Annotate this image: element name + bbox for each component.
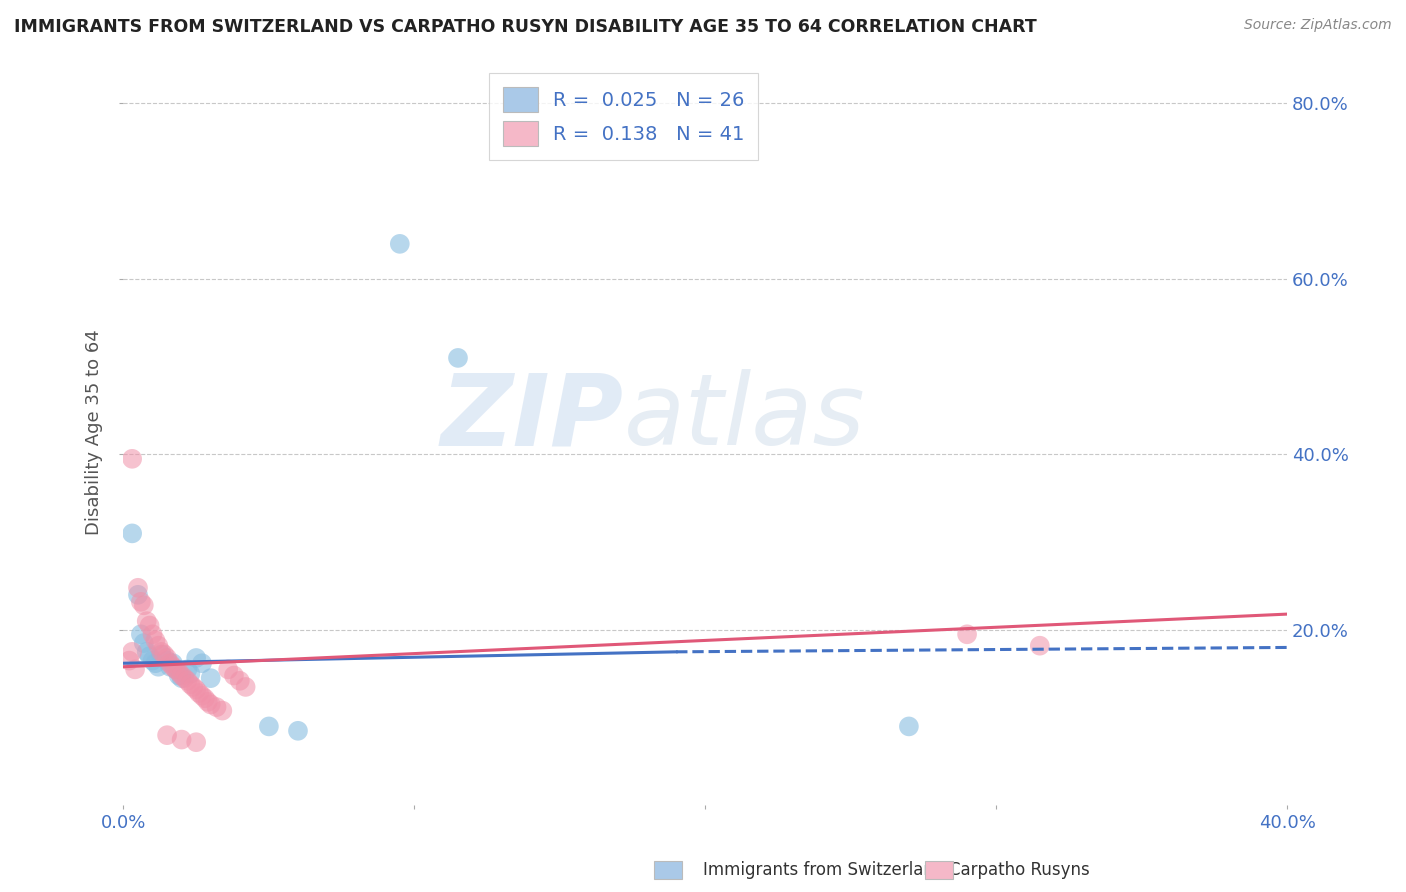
Y-axis label: Disability Age 35 to 64: Disability Age 35 to 64 (86, 330, 103, 535)
Point (388, 236, 411, 251)
Text: ZIP: ZIP (441, 369, 624, 467)
Point (217, 662, 239, 676)
Point (159, 659, 181, 673)
Text: IMMIGRANTS FROM SWITZERLAND VS CARPATHO RUSYN DISABILITY AGE 35 TO 64 CORRELATIO: IMMIGRANTS FROM SWITZERLAND VS CARPATHO … (14, 18, 1036, 36)
Point (186, 651, 208, 665)
Point (118, 654, 141, 668)
Point (145, 633, 167, 648)
Point (229, 673, 252, 688)
Point (1029, 639, 1052, 653)
Point (257, 719, 280, 733)
Point (170, 671, 193, 685)
Point (222, 668, 245, 682)
Point (150, 645, 173, 659)
Point (200, 698, 222, 712)
Point (186, 682, 208, 697)
Point (135, 645, 157, 659)
Point (156, 651, 179, 665)
Point (145, 657, 167, 671)
Point (191, 689, 214, 703)
Point (132, 599, 155, 613)
Point (194, 691, 217, 706)
Point (162, 657, 184, 671)
Point (148, 639, 170, 653)
Point (159, 657, 181, 671)
Point (165, 662, 187, 676)
Point (179, 677, 201, 691)
Point (176, 662, 198, 676)
Point (127, 581, 149, 595)
Text: Source: ZipAtlas.com: Source: ZipAtlas.com (1244, 18, 1392, 32)
Point (191, 657, 214, 671)
Point (156, 654, 179, 668)
Point (176, 673, 198, 688)
Point (124, 662, 146, 676)
Text: atlas: atlas (624, 369, 866, 467)
Point (181, 680, 204, 694)
Point (205, 700, 228, 714)
Point (186, 735, 208, 749)
Point (150, 648, 173, 662)
Point (141, 654, 163, 668)
Point (129, 595, 152, 609)
Point (956, 627, 979, 641)
Text: Immigrants from Switzerland: Immigrants from Switzerland (703, 861, 945, 879)
Point (153, 648, 176, 662)
Point (148, 659, 170, 673)
Point (135, 614, 157, 628)
Point (447, 351, 470, 365)
Point (170, 668, 193, 682)
Legend: R =  0.025   N = 26, R =  0.138   N = 41: R = 0.025 N = 26, R = 0.138 N = 41 (489, 73, 758, 160)
Point (156, 728, 179, 742)
Point (173, 671, 195, 685)
Point (162, 659, 184, 673)
Point (121, 645, 143, 659)
Point (138, 649, 160, 664)
Point (235, 680, 257, 694)
Point (132, 636, 155, 650)
Point (179, 666, 201, 681)
Point (170, 732, 193, 747)
Point (167, 665, 190, 679)
Text: Carpatho Rusyns: Carpatho Rusyns (949, 861, 1090, 879)
Point (138, 618, 160, 632)
Point (211, 704, 233, 718)
Point (129, 627, 152, 641)
Point (188, 686, 211, 700)
Point (141, 627, 163, 641)
Point (121, 451, 143, 466)
Point (127, 588, 149, 602)
Point (197, 695, 219, 709)
Point (897, 719, 920, 733)
Point (167, 668, 190, 682)
Point (165, 662, 187, 676)
Point (121, 526, 143, 541)
Point (200, 671, 222, 685)
Point (287, 723, 309, 738)
